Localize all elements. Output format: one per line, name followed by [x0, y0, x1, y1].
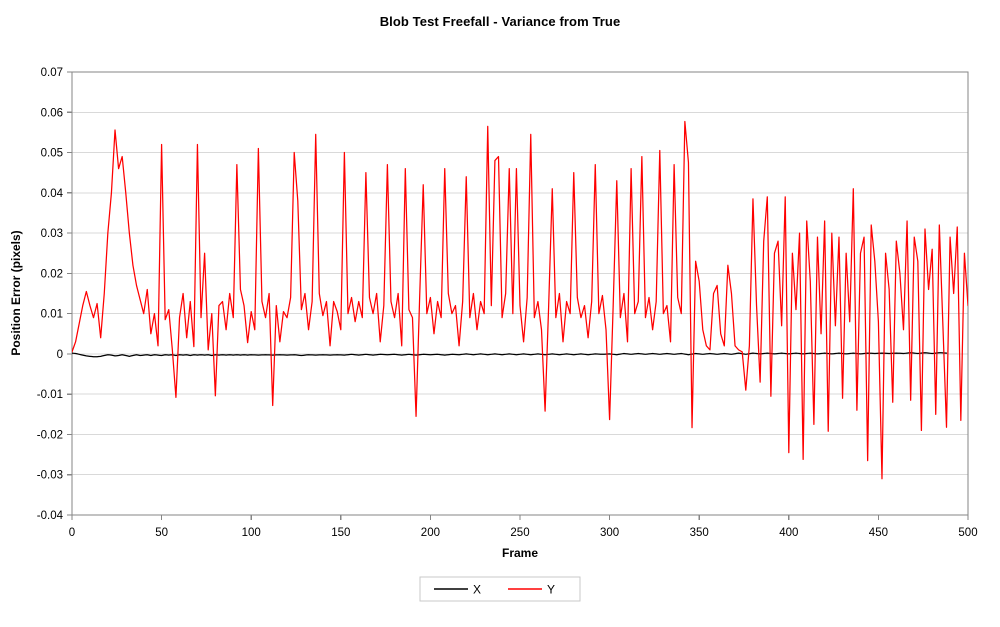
y-tick-label: 0.02: [41, 268, 63, 280]
x-tick-label: 350: [690, 527, 709, 539]
x-tick-label: 300: [600, 527, 619, 539]
y-tick-label: -0.02: [37, 429, 63, 441]
x-axis: 0 50 100 150 200 250 300 350 400 450 500: [69, 515, 978, 539]
y-tick-label: 0: [57, 349, 63, 361]
series-line-x: [72, 352, 948, 358]
x-tick-label: 50: [155, 527, 168, 539]
y-tick-label: -0.03: [37, 470, 63, 482]
y-tick-label: 0.07: [41, 67, 63, 79]
x-tick-label: 150: [331, 527, 350, 539]
y-tick-label: -0.01: [37, 389, 63, 401]
x-tick-label: 450: [869, 527, 888, 539]
x-tick-label: 250: [510, 527, 529, 539]
x-tick-label: 0: [69, 527, 75, 539]
y-tick-label: 0.04: [41, 188, 64, 200]
x-tick-label: 200: [421, 527, 440, 539]
y-tick-label: 0.01: [41, 309, 63, 321]
x-axis-title: Frame: [502, 546, 538, 560]
y-tick-label: 0.05: [41, 148, 63, 160]
legend-label-y[interactable]: Y: [547, 583, 555, 597]
data-series: [72, 120, 968, 480]
y-tick-label: 0.03: [41, 228, 63, 240]
x-tick-label: 400: [779, 527, 798, 539]
x-tick-label: 100: [242, 527, 261, 539]
series-line-y: [72, 120, 968, 480]
chart-title: Blob Test Freefall - Variance from True: [379, 14, 621, 29]
y-axis: -0.04 -0.03 -0.02 -0.01 0 0.01 0.02 0.03 0.04 0.0…: [37, 67, 72, 522]
y-tick-label: 0.06: [41, 107, 63, 119]
y-axis-title: Position Error (pixels): [9, 230, 23, 355]
y-tick-label: -0.04: [37, 510, 64, 522]
x-tick-label: 500: [958, 527, 977, 539]
legend-label-x[interactable]: X: [473, 583, 481, 597]
